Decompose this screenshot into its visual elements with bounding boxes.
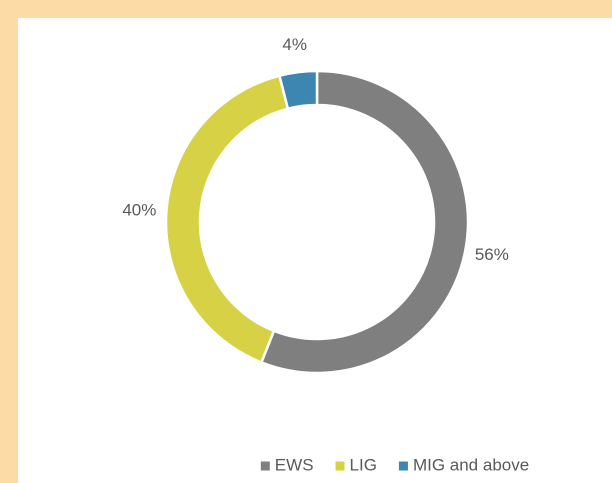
donut-segment — [259, 69, 470, 375]
donut-segment — [277, 69, 319, 111]
legend-swatch — [260, 461, 270, 471]
data-label: 40% — [122, 200, 156, 219]
legend-swatch — [335, 461, 345, 471]
legend-label: MIG and above — [413, 455, 529, 474]
legend-swatch — [398, 461, 408, 471]
data-label: 4% — [282, 35, 307, 54]
data-label: 56% — [475, 245, 509, 264]
legend: EWS LIG MIG and above — [260, 455, 529, 474]
donut-segment — [164, 74, 290, 365]
legend-label: LIG — [350, 455, 377, 474]
legend-label: EWS — [275, 455, 314, 474]
